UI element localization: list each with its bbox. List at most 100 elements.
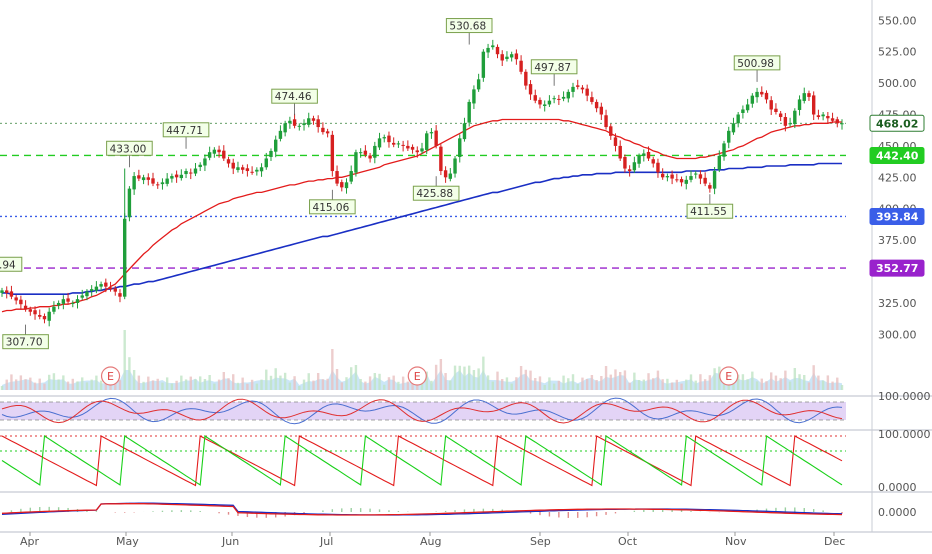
candle-body (297, 125, 302, 127)
volume-bar (307, 373, 310, 390)
volume-bar (118, 380, 122, 390)
candle-body (816, 115, 821, 118)
volume-bar (812, 365, 815, 390)
candle-body (9, 291, 14, 297)
volume-bar (387, 377, 391, 390)
candle-body (458, 138, 462, 157)
candle-body (85, 291, 89, 297)
volume-bar (552, 383, 556, 390)
volume-bar (260, 379, 263, 390)
volume-bar (548, 377, 551, 390)
candle-body (66, 298, 70, 302)
level-label: 352.77 (876, 262, 918, 275)
volume-bar (246, 383, 249, 390)
candle-body (33, 310, 37, 315)
candle-body (646, 151, 651, 159)
candle-body (23, 305, 28, 310)
candle-body (307, 118, 311, 125)
candle-body (316, 119, 320, 128)
volume-bar (444, 373, 447, 390)
volume-bar (180, 375, 183, 390)
candle-body (137, 175, 141, 179)
candle-body (141, 177, 146, 181)
volume-bar (364, 381, 367, 390)
stoch-d-line (1, 398, 843, 424)
volume-bar (477, 368, 480, 390)
volume-bar (609, 374, 612, 390)
candle-body (811, 95, 816, 115)
candle-body (231, 162, 235, 169)
candle-body (373, 145, 377, 158)
volume-bar (534, 378, 537, 390)
candle-body (599, 106, 604, 115)
volume-bar (137, 375, 141, 390)
month-label: Oct (618, 535, 638, 548)
candle-body (434, 130, 438, 146)
annotation-box (2, 334, 49, 350)
volume-bar (288, 382, 292, 390)
volume-bar (708, 375, 712, 390)
candle-body (491, 45, 495, 48)
volume-bar (647, 373, 650, 390)
candle-body (524, 71, 528, 86)
candle-body (689, 176, 693, 180)
volume-bar (265, 369, 268, 390)
volume-bar (340, 382, 343, 390)
candle-body (439, 146, 443, 172)
month-label: Jul (319, 535, 333, 548)
candle-body (467, 101, 471, 123)
volume-bar (486, 375, 490, 390)
candle-body (566, 91, 570, 99)
volume-bar (656, 370, 660, 390)
annotation-label: 447.71 (166, 125, 203, 137)
candle-body (656, 162, 660, 173)
candle-body (368, 155, 372, 159)
annotation-box (0, 256, 23, 272)
candle-body (453, 158, 457, 174)
volume-bar (836, 377, 839, 390)
candle-body (561, 96, 566, 99)
volume-bar (132, 370, 136, 390)
annotation-box (445, 18, 493, 34)
candle-body (146, 177, 150, 180)
volume-bar (831, 381, 834, 390)
candle-body (174, 174, 179, 178)
volume-bar (373, 373, 377, 390)
level-label-box (869, 259, 925, 277)
volume-bar (751, 371, 754, 390)
volume-bar (713, 368, 716, 390)
volume-bar (628, 382, 631, 390)
candle-body (769, 100, 773, 110)
volume-bar (670, 382, 674, 390)
candle-body (538, 99, 542, 105)
candle-body (99, 284, 103, 287)
candle-body (500, 54, 504, 61)
month-label: Dec (824, 535, 845, 548)
volume-bar (567, 378, 570, 390)
candle-body (184, 171, 188, 175)
candle-body (170, 176, 174, 179)
candle-body (675, 179, 679, 181)
earnings-marker (100, 366, 121, 386)
volume-bar (524, 369, 528, 390)
candle-body (240, 167, 245, 170)
candle-body (745, 104, 750, 111)
volume-bar (217, 379, 221, 390)
volume-bar (33, 382, 37, 390)
annotation-label: 530.68 (449, 21, 486, 33)
volume-bar (43, 383, 46, 390)
volume-bar (467, 365, 471, 390)
candle-body (722, 143, 726, 157)
candle-body (448, 173, 453, 179)
candle-body (151, 178, 155, 184)
candle-body (708, 185, 712, 189)
candle-body (788, 123, 792, 125)
candle-body (250, 171, 254, 173)
month-label: Jun (221, 535, 239, 548)
candle-body (783, 117, 788, 126)
volume-bar (10, 374, 13, 390)
volume-bar (840, 385, 844, 390)
candle-body (354, 152, 358, 173)
candle-body (835, 119, 839, 124)
